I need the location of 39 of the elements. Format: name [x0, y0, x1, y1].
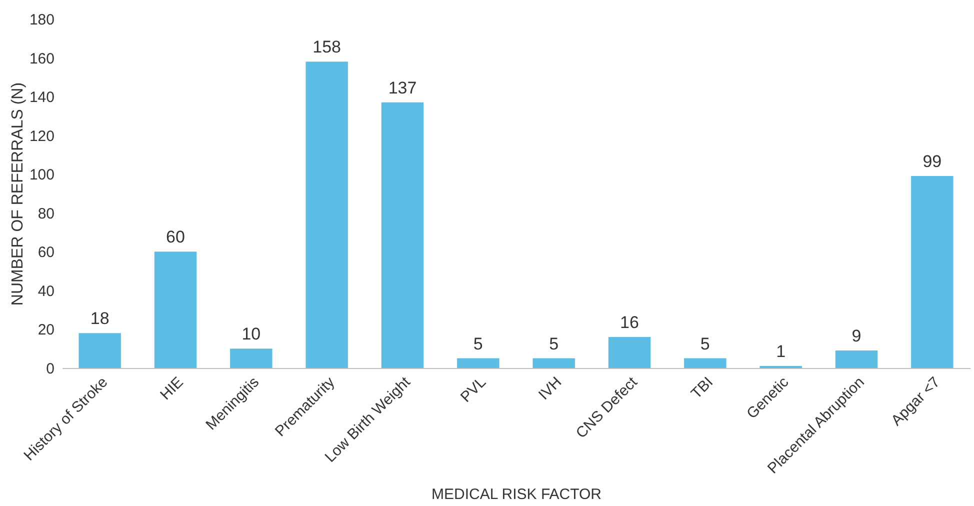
y-axis-title: NUMBER OF REFERRALS (N) [9, 82, 26, 306]
x-tick-label: PVL [457, 374, 490, 406]
data-label: 60 [166, 228, 185, 247]
data-label: 158 [312, 38, 342, 57]
bar [911, 176, 954, 368]
bar [532, 358, 575, 368]
bar [684, 358, 726, 368]
data-label: 137 [388, 78, 417, 98]
y-tick-label: 60 [38, 244, 54, 262]
bar [306, 62, 348, 368]
bar [78, 333, 121, 368]
data-label: 5 [700, 334, 710, 354]
data-label: 18 [90, 309, 110, 328]
y-tick-label: 180 [29, 12, 54, 28]
x-tick-label: HIE [157, 374, 187, 404]
x-tick-label: IVH [535, 374, 566, 404]
y-tick-label: 20 [38, 322, 54, 339]
y-tick-label: 0 [46, 360, 54, 378]
data-label: 99 [922, 152, 942, 172]
y-tick-label: 40 [38, 282, 54, 300]
bar [230, 348, 272, 368]
x-axis-title: MEDICAL RISK FACTOR [431, 486, 602, 504]
data-label: 1 [776, 342, 786, 362]
y-tick-label: 140 [29, 89, 54, 106]
y-tick-label: 120 [29, 128, 54, 145]
data-label: 5 [549, 334, 559, 354]
bar [457, 358, 500, 368]
x-tick-label: TBI [688, 374, 716, 402]
bar [154, 252, 197, 368]
bar [381, 102, 424, 368]
bar [608, 336, 651, 368]
y-tick-label: 80 [38, 205, 54, 222]
data-label: 9 [852, 326, 862, 346]
bar [835, 350, 878, 368]
data-label: 10 [242, 324, 261, 344]
data-label: 16 [620, 312, 639, 332]
data-label: 5 [473, 334, 483, 354]
y-tick-label: 100 [29, 166, 54, 184]
y-tick-label: 160 [29, 50, 54, 68]
